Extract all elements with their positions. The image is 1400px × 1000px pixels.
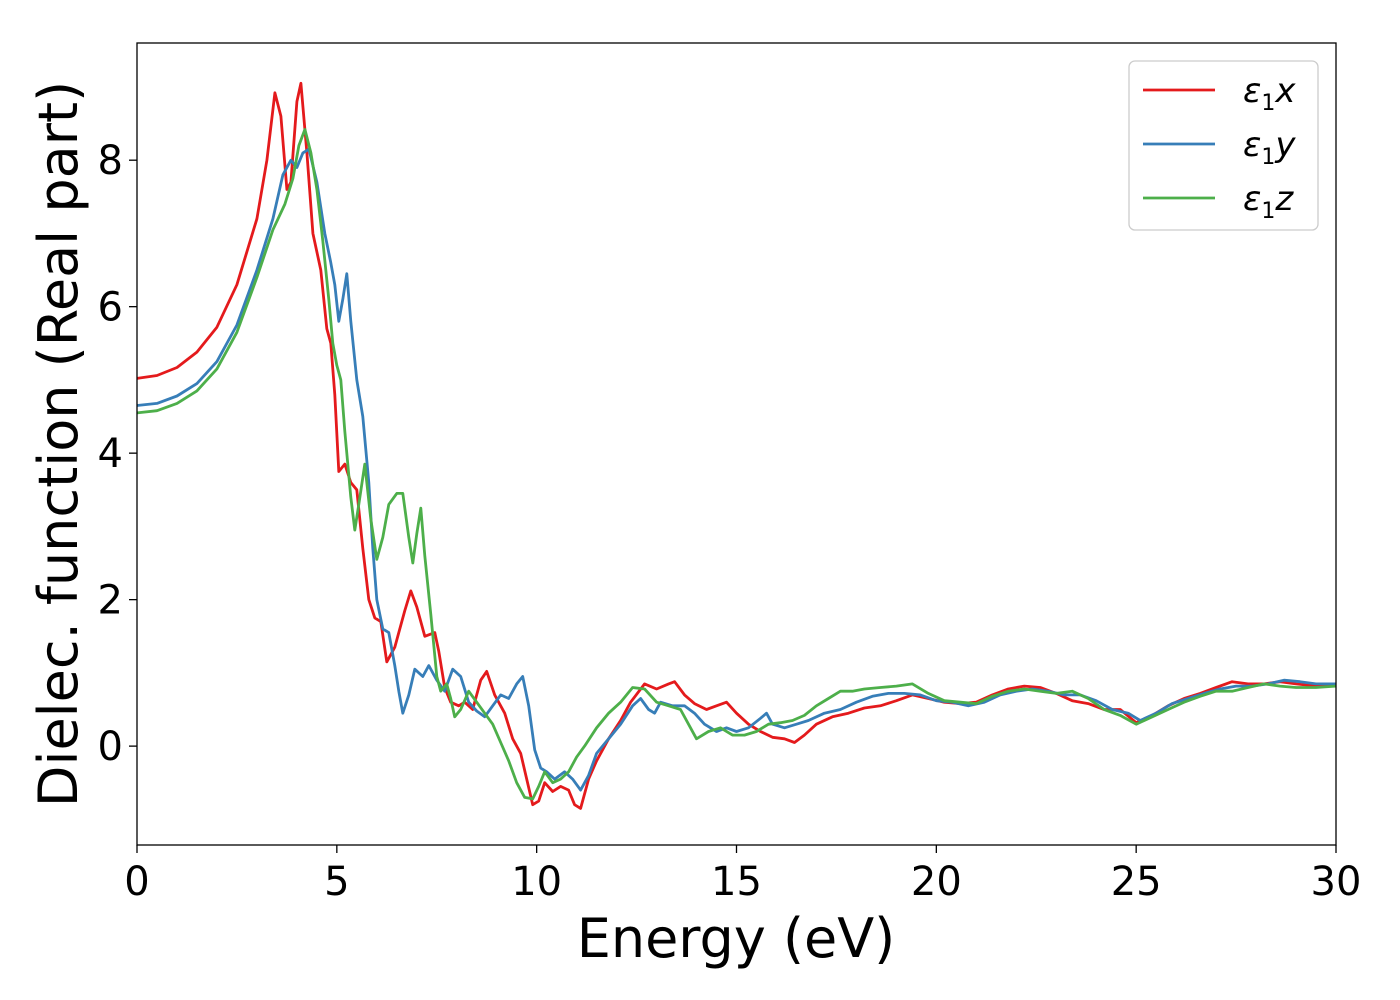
x-tick-label: 25	[1111, 859, 1162, 905]
x-axis-label: Energy (eV)	[577, 907, 896, 970]
y-axis-label: Dielec. function (Real part)	[27, 81, 90, 807]
y-tick-label: 0	[98, 724, 123, 770]
series-line-x	[137, 81, 1336, 810]
x-tick-label: 10	[511, 859, 562, 905]
x-tick-label: 30	[1311, 859, 1362, 905]
x-tick-label: 5	[324, 859, 349, 905]
y-tick-label: 8	[98, 138, 123, 184]
y-tick-label: 2	[98, 578, 123, 624]
y-axis: 0 2 4 6 8	[98, 138, 137, 770]
legend-label-x: ε1x	[1243, 71, 1296, 116]
x-tick-label: 20	[911, 859, 962, 905]
legend-label-y: ε1y	[1243, 125, 1296, 170]
series-line-z	[137, 128, 1336, 801]
x-axis: 0 5 10 15 20 25 30	[124, 845, 1361, 905]
x-tick-label: 15	[711, 859, 762, 905]
legend-label-z: ε1z	[1243, 179, 1294, 224]
y-tick-label: 4	[98, 431, 123, 477]
legend-box	[1128, 60, 1319, 231]
y-tick-label: 6	[98, 285, 123, 331]
series-layer	[137, 81, 1336, 810]
x-tick-label: 0	[124, 859, 149, 905]
legend: ε1x ε1y ε1z	[1128, 60, 1319, 231]
